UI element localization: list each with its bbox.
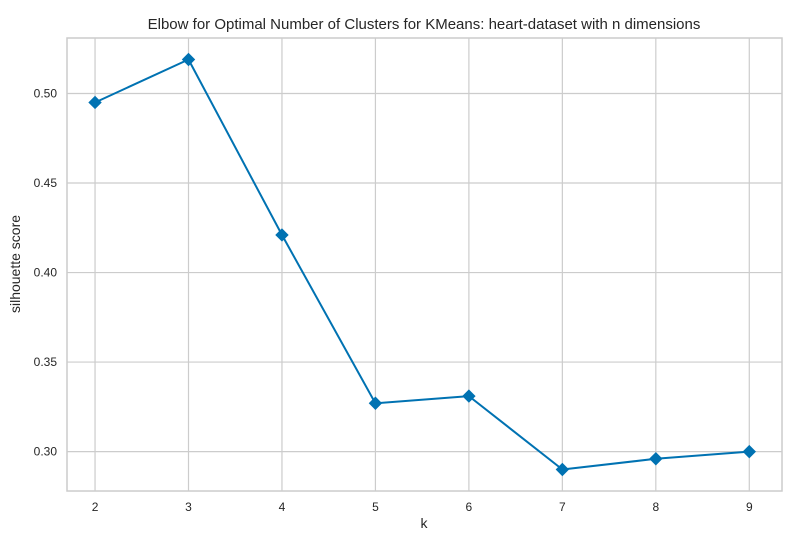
x-tick-label: 6 [466, 500, 473, 514]
data-point-marker [88, 95, 102, 110]
plot-frame [66, 37, 783, 492]
chart-title: Elbow for Optimal Number of Clusters for… [148, 16, 701, 33]
data-point-marker [649, 452, 663, 466]
y-tick-label: 0.30 [34, 445, 58, 459]
x-tick-label: 8 [652, 500, 659, 514]
data-point-marker [462, 389, 476, 403]
x-tick-label: 9 [746, 500, 753, 514]
series-line [94, 58, 750, 471]
data-point-marker [275, 228, 289, 242]
grid-lines [67, 38, 782, 491]
data-point-marker [555, 462, 570, 477]
data-point-marker [368, 396, 383, 410]
x-tick-label: 7 [559, 500, 566, 514]
data-point-marker [181, 52, 196, 67]
x-tick-labels: 2 3 4 5 6 7 8 9 [92, 500, 753, 514]
x-tick-label: 5 [372, 500, 379, 514]
y-tick-label: 0.45 [34, 176, 58, 190]
x-tick-label: 2 [92, 500, 99, 514]
x-tick-label: 4 [279, 500, 286, 514]
y-tick-label: 0.40 [34, 266, 58, 280]
y-tick-labels: 0.30 0.35 0.40 0.45 0.50 [34, 87, 58, 459]
x-axis-label: k [421, 515, 429, 531]
y-axis-label: silhouette score [7, 215, 23, 313]
y-tick-label: 0.50 [34, 87, 58, 101]
x-tick-label: 3 [185, 500, 192, 514]
data-point-marker [742, 444, 756, 459]
y-tick-label: 0.35 [34, 355, 58, 369]
series-layer [88, 52, 756, 477]
